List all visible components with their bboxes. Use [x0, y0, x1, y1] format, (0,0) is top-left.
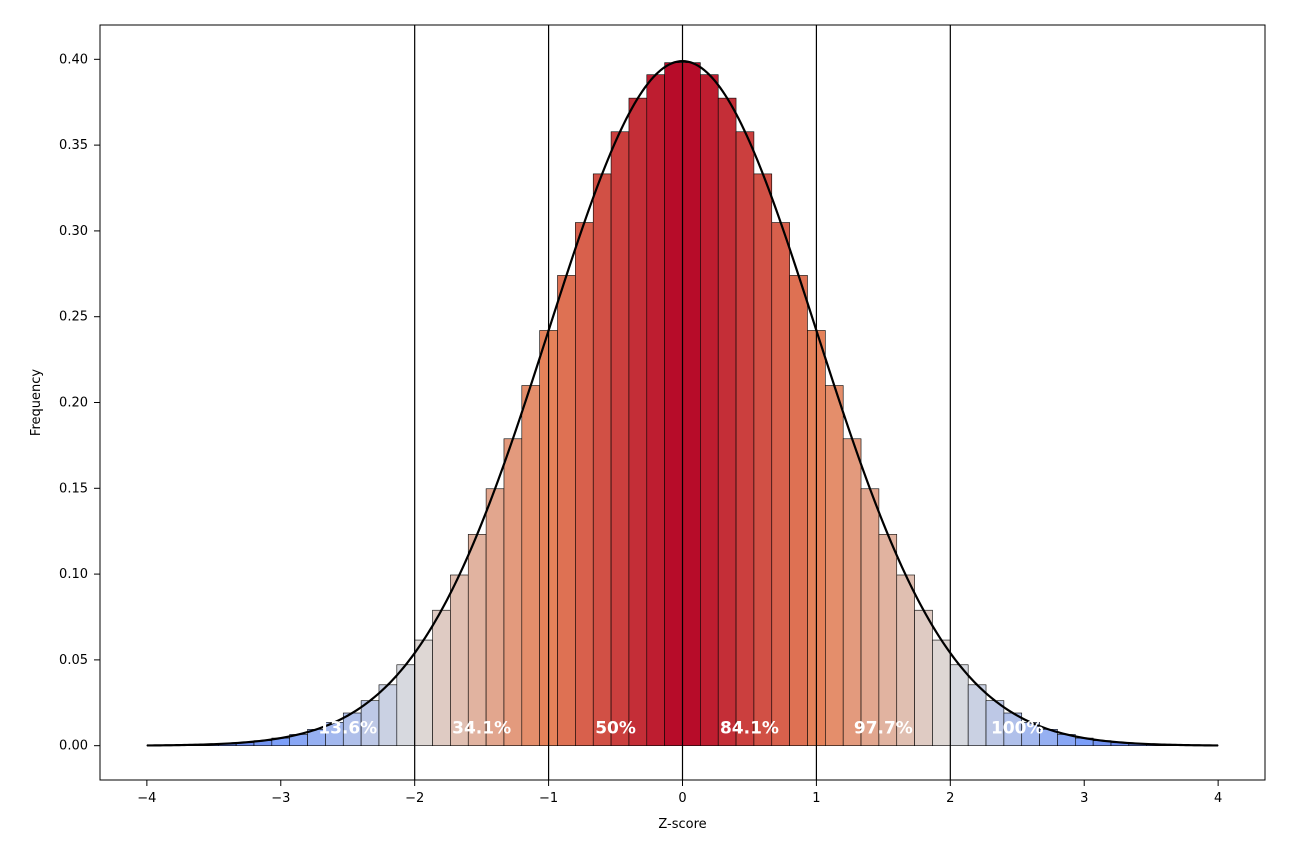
histogram-bar: [879, 534, 897, 745]
histogram-bar: [558, 275, 576, 745]
x-tick-label: 1: [812, 791, 820, 806]
histogram-bar: [736, 132, 754, 746]
y-tick-label: 0.35: [59, 138, 88, 153]
histogram-bar: [486, 489, 504, 746]
y-axis-label: Frequency: [29, 369, 44, 436]
percent-label: 50%: [595, 719, 636, 739]
x-tick-label: −2: [405, 791, 424, 806]
chart-container: 13.6% 34.1% 50% 84.1% 97.7% 100% −4 −3 −2 −1 0 1 2 3 4…: [0, 0, 1292, 860]
y-tick-label: 0.25: [59, 310, 88, 325]
percent-label: 84.1%: [720, 719, 779, 739]
histogram-bar: [575, 223, 593, 746]
histogram-bar: [379, 685, 397, 746]
percent-label: 34.1%: [452, 719, 511, 739]
histogram-bar: [433, 610, 451, 745]
y-tick-label: 0.05: [59, 653, 88, 668]
histogram-bar: [504, 439, 522, 746]
histogram-bar: [629, 98, 647, 746]
histogram-bar: [611, 132, 629, 746]
normal-distribution-chart: 13.6% 34.1% 50% 84.1% 97.7% 100% −4 −3 −2 −1 0 1 2 3 4…: [0, 0, 1292, 860]
histogram-bar: [647, 75, 665, 746]
y-tick-label: 0.40: [59, 52, 88, 67]
histogram-bar: [718, 98, 736, 746]
histogram-bar: [861, 489, 879, 746]
x-tick-label: −1: [539, 791, 558, 806]
histogram-bar: [397, 665, 415, 746]
histogram-bar: [700, 75, 718, 746]
histogram-bar: [790, 275, 808, 745]
histogram-bar: [468, 534, 486, 745]
x-tick-label: 3: [1080, 791, 1088, 806]
histogram-bar: [950, 665, 968, 746]
histogram-bar: [683, 63, 701, 746]
percent-label: 100%: [991, 719, 1044, 739]
histogram-bar: [932, 640, 950, 746]
x-tick-label: −4: [137, 791, 156, 806]
histogram-bar: [825, 386, 843, 746]
histogram-bar: [754, 174, 772, 746]
x-tick-label: 2: [946, 791, 954, 806]
y-tick-label: 0.00: [59, 739, 88, 754]
histogram-bar: [772, 223, 790, 746]
y-tick-label: 0.30: [59, 224, 88, 239]
histogram-bar: [843, 439, 861, 746]
histogram-bar: [968, 685, 986, 746]
x-tick-label: 4: [1214, 791, 1222, 806]
percent-label: 13.6%: [318, 719, 377, 739]
histogram-bar: [915, 610, 933, 745]
histogram-bar: [522, 386, 540, 746]
histogram-bar: [415, 640, 433, 746]
histogram-bar: [593, 174, 611, 746]
y-tick-label: 0.20: [59, 396, 88, 411]
x-axis-label: Z-score: [658, 817, 706, 832]
percent-label: 97.7%: [854, 719, 913, 739]
histogram-bar: [665, 63, 683, 746]
y-tick-label: 0.10: [59, 567, 88, 582]
x-tick-label: 0: [678, 791, 686, 806]
x-tick-label: −3: [271, 791, 290, 806]
y-tick-label: 0.15: [59, 481, 88, 496]
